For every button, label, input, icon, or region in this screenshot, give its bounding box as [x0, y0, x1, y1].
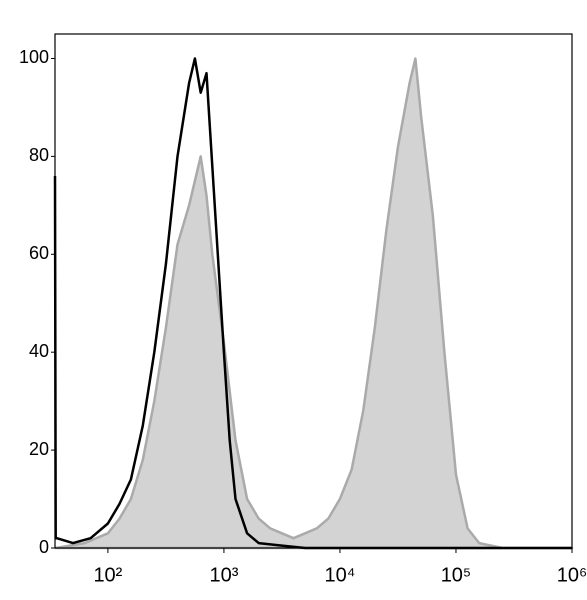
histogram-area — [54, 57, 574, 550]
y-tick-label: 60 — [29, 243, 49, 263]
y-tick-label: 100 — [19, 47, 49, 67]
x-tick-label: 10⁴ — [325, 564, 356, 586]
y-tick-label: 0 — [39, 537, 49, 557]
x-tick-label: 10³ — [209, 564, 238, 586]
histogram-line — [53, 57, 572, 550]
y-tick-label: 20 — [29, 439, 49, 459]
x-tick-label: 10² — [93, 564, 122, 586]
x-tick-label: 10⁵ — [441, 564, 472, 586]
y-tick-label: 80 — [29, 145, 49, 165]
x-tick-label: 10⁶ — [557, 564, 587, 586]
plot-frame — [54, 33, 573, 549]
y-tick-label: 40 — [29, 341, 49, 361]
